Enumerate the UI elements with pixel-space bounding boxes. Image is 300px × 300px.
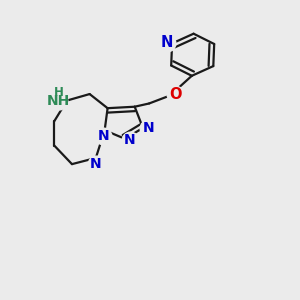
Text: N: N <box>98 129 109 142</box>
Text: N: N <box>160 35 173 50</box>
Text: N: N <box>90 157 102 171</box>
Text: H: H <box>54 86 64 99</box>
Text: NH: NH <box>47 94 70 107</box>
Text: O: O <box>169 87 182 102</box>
Text: N: N <box>124 133 136 147</box>
Text: N: N <box>142 121 154 135</box>
